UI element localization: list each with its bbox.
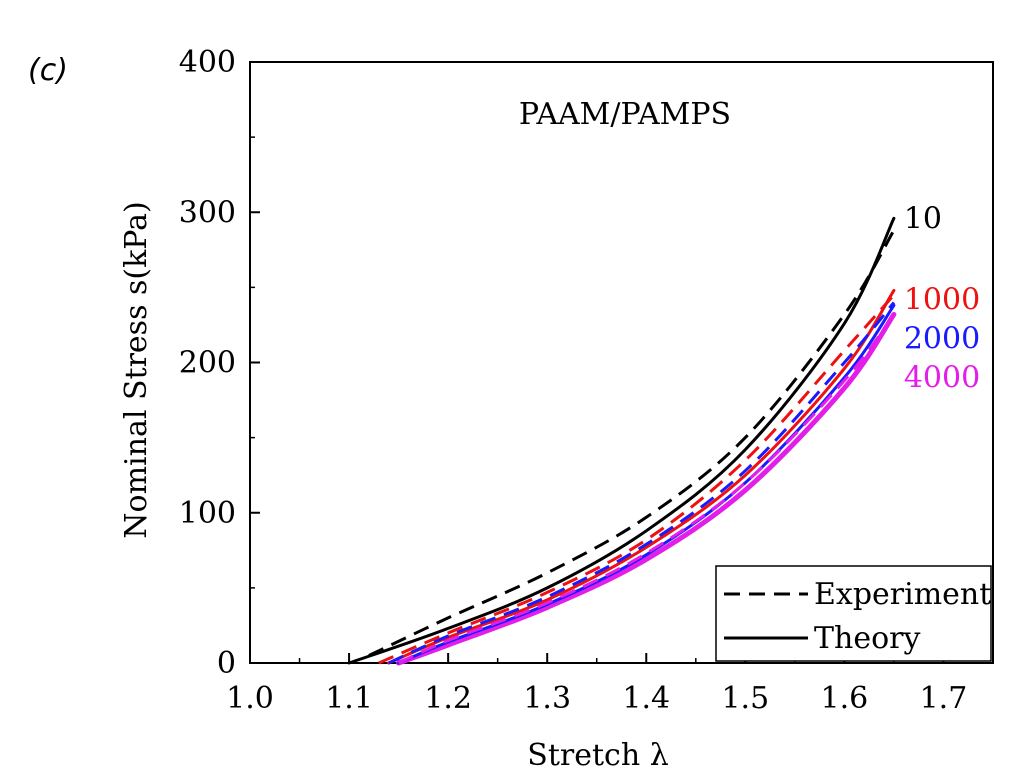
panel-label: (c)	[28, 53, 68, 88]
legend-label: Theory	[814, 621, 920, 656]
x-tick-label: 1.5	[721, 681, 769, 716]
x-tick-label: 1.2	[424, 681, 472, 716]
chart-title: PAAM/PAMPS	[519, 97, 731, 132]
y-tick-label: 300	[179, 195, 236, 230]
curve-label-10: 10	[904, 201, 942, 236]
y-tick-label: 0	[217, 646, 236, 681]
x-tick-label: 1.4	[622, 681, 670, 716]
series-1000-experiment	[378, 293, 896, 665]
y-axis-title: Nominal Stress s(kPa)	[119, 201, 154, 538]
series-4000-theory	[396, 311, 897, 666]
x-tick-label: 1.1	[325, 681, 373, 716]
x-tick-label: 1.0	[226, 681, 274, 716]
series-2000-experiment	[388, 301, 896, 665]
x-tick-label: 1.7	[920, 681, 968, 716]
curve-label-4000: 4000	[904, 361, 980, 396]
y-tick-label: 100	[179, 496, 236, 531]
curve-label-1000: 1000	[904, 282, 980, 317]
x-tick-label: 1.6	[821, 681, 869, 716]
series-4000-experiment	[397, 313, 896, 665]
series-1000-theory	[387, 288, 896, 665]
plot-area: 1.0 1.1 1.2 1.3 1.4 1.5 1.6 1.7 0 100 200 300 400 10 1…	[179, 45, 994, 716]
series-10-experiment	[368, 229, 896, 657]
legend-box	[715, 565, 992, 662]
y-tick-label: 400	[179, 45, 236, 80]
series-10-theory	[347, 216, 896, 665]
legend-label: Experiment	[814, 577, 991, 612]
curve-label-2000: 2000	[904, 321, 980, 356]
x-axis-title: Stretch λ	[527, 738, 668, 773]
x-tick-label: 1.3	[523, 681, 571, 716]
y-tick-label: 200	[179, 346, 236, 381]
